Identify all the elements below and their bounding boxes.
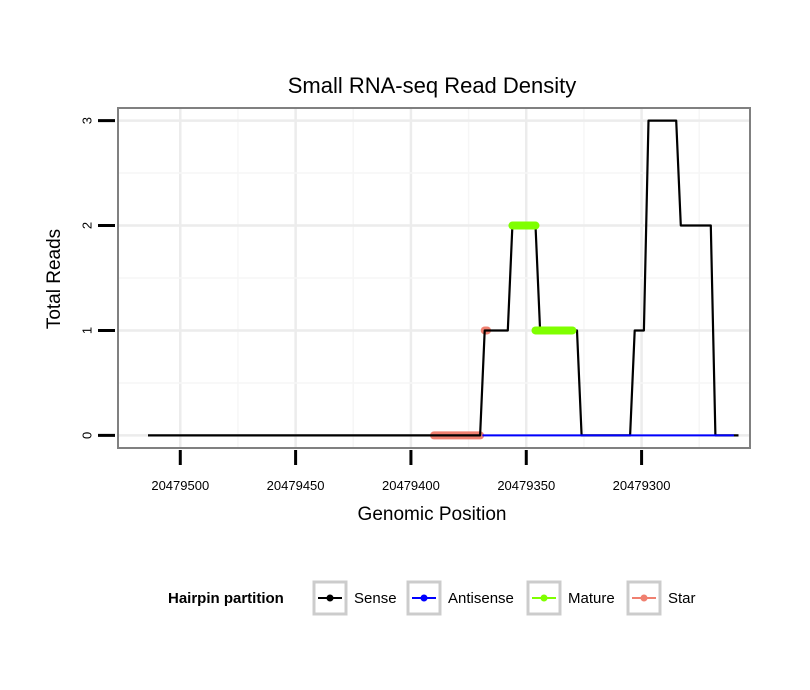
legend: Hairpin partition Sense Antisense Mature St… [168,580,696,616]
legend-key-point [540,594,548,602]
grid [118,108,750,448]
legend-label: Sense [354,590,397,607]
legend-key-point [326,594,334,602]
x-axis: 20479500 20479450 20479400 20479350 20479300 [151,450,671,493]
legend-key-point [640,594,648,602]
series-layer [148,119,739,440]
legend-label: Star [668,590,696,607]
y-tick-label: 1 [80,327,95,334]
y-axis-title: Total Reads [44,229,65,329]
legend-item-mature: Mature [526,580,615,616]
y-axis: 0 1 2 3 [80,117,115,439]
legend-label: Mature [568,590,615,607]
legend-item-star: Star [626,580,696,616]
legend-key-point [420,594,428,602]
legend-item-antisense: Antisense [406,580,514,616]
x-axis-title: Genomic Position [358,504,507,525]
plot-panel-border [117,107,751,449]
legend-item-sense: Sense [312,580,397,616]
y-tick-label: 3 [80,117,95,124]
y-tick-label: 2 [80,222,95,229]
x-tick-label: 20479300 [613,478,671,493]
x-tick-label: 20479450 [267,478,325,493]
x-tick-label: 20479350 [497,478,555,493]
chart-title: Small RNA-seq Read Density [288,73,577,98]
x-tick-label: 20479400 [382,478,440,493]
x-tick-label: 20479500 [151,478,209,493]
y-tick-label: 0 [80,432,95,439]
legend-title: Hairpin partition [168,590,284,607]
legend-label: Antisense [448,590,514,607]
